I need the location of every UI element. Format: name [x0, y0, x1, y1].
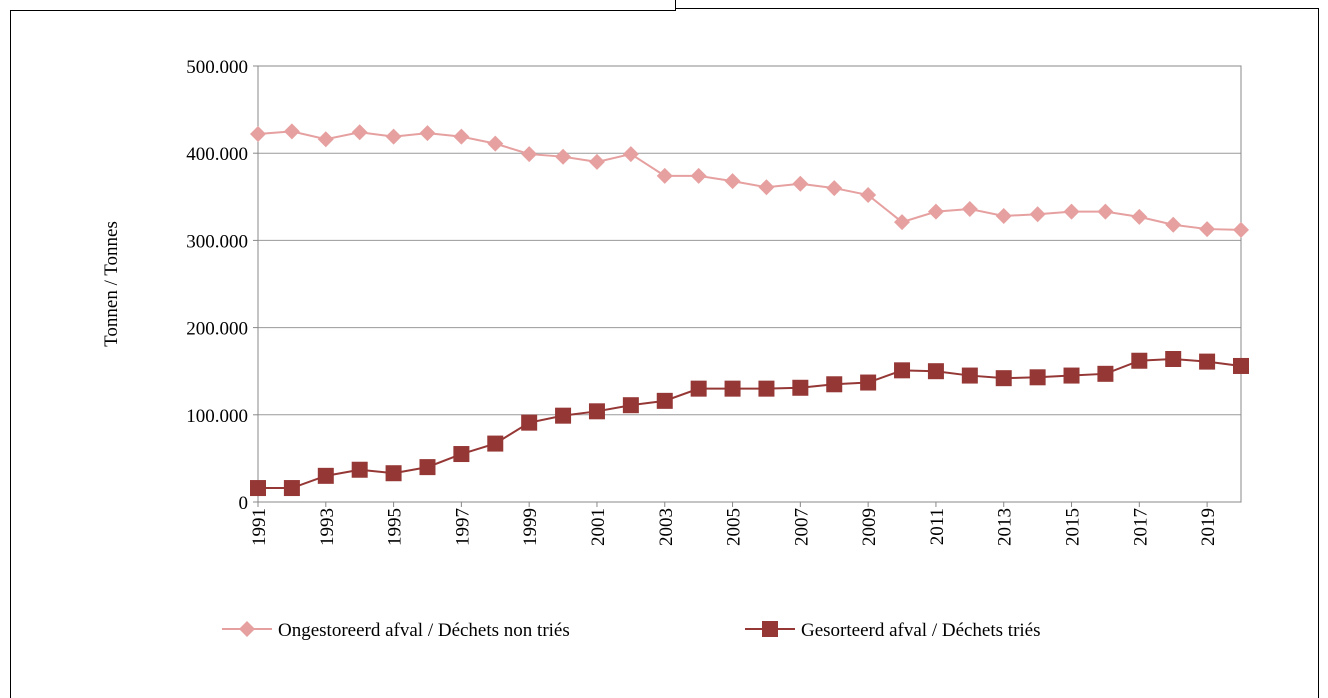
marker: [487, 435, 504, 452]
y-tick-label: 300.000: [186, 231, 248, 252]
marker: [521, 146, 538, 163]
marker: [1097, 365, 1114, 382]
marker: [521, 414, 538, 431]
marker: [487, 135, 504, 152]
marker: [762, 621, 778, 637]
x-tick-label: 2003: [656, 508, 677, 546]
y-axis-label: Tonnen / Tonnes: [101, 221, 122, 347]
y-tick-label: 400.000: [186, 144, 248, 165]
marker: [622, 397, 639, 414]
marker: [351, 124, 368, 141]
marker: [1063, 203, 1080, 220]
marker: [656, 392, 673, 409]
marker: [1199, 221, 1216, 238]
marker: [588, 403, 605, 420]
marker: [351, 461, 368, 478]
x-tick-label: 2013: [995, 508, 1016, 546]
y-tick-label: 100.000: [186, 406, 248, 427]
marker: [826, 376, 843, 393]
marker: [283, 123, 300, 140]
marker: [419, 125, 436, 142]
marker: [1063, 367, 1080, 384]
marker: [1233, 357, 1249, 374]
x-tick-label: 2009: [859, 508, 880, 546]
x-tick-label: 2005: [724, 508, 745, 546]
marker: [419, 459, 436, 476]
x-tick-label: 2001: [588, 508, 609, 546]
marker: [961, 367, 978, 384]
marker: [724, 173, 741, 190]
x-tick-label: 2015: [1063, 508, 1084, 546]
marker: [724, 380, 741, 397]
series-line: [257, 130, 1242, 231]
x-tick-label: 2007: [791, 508, 812, 546]
marker: [1131, 352, 1148, 369]
marker: [385, 465, 402, 482]
y-tick-label: 200.000: [186, 319, 248, 340]
x-tick-label: 1991: [249, 508, 270, 546]
marker: [894, 362, 911, 379]
frame: [10, 0, 1319, 698]
x-tick-label: 2017: [1130, 508, 1151, 546]
marker: [622, 146, 639, 163]
marker: [826, 180, 843, 197]
legend-label: Gesorteerd afval / Déchets triés: [801, 620, 1041, 641]
marker: [283, 480, 300, 497]
x-tick-label: 1997: [452, 508, 473, 546]
marker: [317, 131, 334, 148]
marker: [894, 214, 911, 231]
marker: [927, 363, 944, 380]
marker: [1165, 350, 1182, 367]
x-tick-label: 1995: [385, 508, 406, 546]
marker: [690, 167, 707, 184]
x-tick-label: 2019: [1198, 508, 1219, 546]
marker: [792, 175, 809, 192]
marker: [555, 148, 572, 165]
legend-label: Ongestoreerd afval / Déchets non triés: [278, 620, 570, 641]
marker: [453, 128, 470, 145]
marker: [758, 380, 775, 397]
marker: [1029, 369, 1046, 386]
frame-border: [10, 0, 676, 698]
marker: [995, 207, 1012, 224]
marker: [860, 374, 877, 391]
marker: [1165, 216, 1182, 233]
marker: [1029, 206, 1046, 223]
y-tick-label: 500.000: [186, 57, 248, 78]
marker: [656, 167, 673, 184]
marker: [1199, 353, 1216, 370]
marker: [690, 380, 707, 397]
x-tick-label: 1993: [317, 508, 338, 546]
frame-border: [675, 8, 1319, 698]
marker: [1131, 208, 1148, 225]
marker: [317, 467, 334, 484]
marker: [250, 480, 266, 497]
marker: [250, 126, 266, 143]
plot-border: [257, 65, 1242, 503]
marker: [927, 203, 944, 220]
marker: [453, 446, 470, 463]
marker: [792, 379, 809, 396]
x-tick-label: 1999: [520, 508, 541, 546]
marker: [588, 153, 605, 170]
marker: [758, 179, 775, 196]
marker: [555, 407, 572, 424]
marker: [961, 201, 978, 218]
marker: [860, 187, 877, 204]
x-tick-label: 2011: [927, 508, 948, 545]
marker: [995, 370, 1012, 387]
marker: [385, 128, 402, 145]
y-tick-label: 0: [239, 493, 249, 514]
series-line: [258, 357, 1242, 490]
marker: [1233, 221, 1249, 238]
marker: [1097, 203, 1114, 220]
marker: [239, 621, 255, 637]
